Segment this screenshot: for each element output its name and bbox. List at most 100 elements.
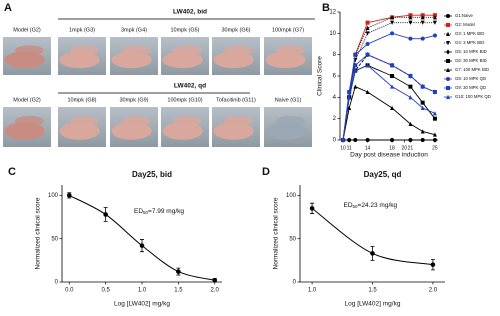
marker — [341, 137, 346, 142]
marker — [408, 95, 413, 100]
legend-label: G9: 30 MPK QD — [455, 85, 486, 90]
paw — [4, 122, 45, 140]
legend-marker — [446, 86, 450, 90]
photo-caption: Model (G2) — [13, 27, 41, 33]
marker — [420, 84, 425, 89]
photo-caption: 3mpk (G4) — [121, 27, 147, 33]
paw — [162, 122, 203, 140]
marker — [432, 138, 437, 142]
marker — [390, 74, 395, 78]
x-tick-label: 1.5 — [368, 288, 377, 294]
legend-marker — [446, 77, 450, 81]
data-point — [139, 243, 145, 248]
legend-label: G3: 1 MPK BID — [455, 31, 484, 36]
x-axis-label: Log [LW402] mg/kg — [345, 301, 401, 308]
marker — [365, 31, 370, 36]
annotation-part: ED — [134, 208, 143, 215]
legend-marker — [446, 14, 450, 18]
marker — [347, 95, 352, 100]
paw — [173, 115, 202, 127]
data-point — [212, 277, 218, 283]
x-tick-label: 25 — [432, 145, 438, 151]
series-line — [342, 54, 436, 141]
paw — [59, 51, 100, 69]
paw — [276, 45, 305, 56]
marker — [408, 36, 413, 41]
marker — [390, 138, 395, 142]
marker — [408, 74, 413, 78]
marker — [408, 15, 413, 20]
marker — [353, 68, 358, 73]
paw — [121, 45, 151, 56]
marker — [420, 20, 425, 25]
photo-caption: 100mpk (G10) — [167, 97, 202, 103]
photo-caption: 30mpk (G6) — [221, 27, 250, 33]
x-tick-label: 1.0 — [138, 288, 147, 294]
marker — [432, 111, 437, 116]
x-tick-label: 11 — [347, 145, 352, 151]
annotation-part: ED — [344, 202, 353, 209]
paw — [162, 51, 203, 69]
marker — [347, 105, 352, 110]
paw — [15, 45, 44, 56]
marker — [420, 138, 425, 142]
data-point — [309, 206, 315, 211]
legend-marker — [446, 41, 450, 46]
x-tick-label: 0.0 — [65, 288, 74, 294]
series-line — [342, 86, 436, 141]
x-axis-label: Log [LW402] mg/kg — [114, 301, 170, 308]
marker — [365, 63, 370, 68]
series-line — [342, 14, 435, 141]
series-line — [342, 54, 436, 141]
y-tick-label: 2 — [333, 116, 337, 122]
legend-label: G6: 30 MPK BID — [455, 58, 487, 63]
marker — [420, 105, 425, 110]
y-tick-label: 0 — [55, 280, 59, 286]
paw — [121, 115, 151, 127]
marker — [365, 42, 370, 46]
data-point — [370, 251, 375, 256]
paw — [70, 45, 99, 56]
paw — [224, 45, 253, 56]
panel-label: A — [4, 2, 12, 14]
x-tick-label: 0.5 — [101, 288, 110, 294]
marker — [365, 25, 370, 30]
annotation-part: 50 — [353, 204, 359, 209]
marker — [420, 15, 425, 20]
paw — [70, 115, 99, 127]
panel-label: C — [8, 166, 16, 178]
photo-caption: 30mpk (G9) — [119, 97, 148, 103]
x-tick-label: 10 — [340, 145, 346, 151]
paw — [111, 51, 152, 69]
marker — [390, 20, 395, 25]
data-point — [103, 212, 108, 217]
marker — [390, 31, 395, 36]
legend-label: G1:Naive — [455, 13, 474, 18]
marker — [432, 15, 437, 20]
marker — [365, 20, 370, 25]
data-point — [66, 193, 72, 198]
marker — [408, 121, 413, 126]
marker — [432, 20, 437, 25]
y-axis-label: Normalized clinical score — [273, 197, 280, 269]
marker — [420, 129, 425, 134]
legend-label: G4: 3 MPK BID — [455, 40, 484, 45]
legend-marker — [446, 49, 450, 55]
paw — [276, 115, 305, 127]
legend-label: G2: Model — [455, 22, 475, 27]
chart-title: Day25, bid — [132, 170, 172, 179]
y-tick-label: 12 — [329, 10, 336, 16]
paw — [173, 45, 202, 56]
photo-caption: Model (G2) — [13, 97, 41, 103]
paw — [224, 115, 253, 127]
photo-caption: 10mpk (G8) — [67, 97, 96, 103]
paw — [4, 51, 45, 69]
marker — [353, 63, 358, 68]
panel-label: D — [262, 166, 270, 178]
x-tick-label: 2.0 — [429, 288, 438, 294]
data-point — [430, 262, 436, 267]
marker — [365, 89, 370, 94]
paw — [15, 115, 44, 127]
photo-caption: Naive (G1) — [275, 97, 302, 103]
annotation-part: =7.99 mg/kg — [148, 208, 184, 215]
